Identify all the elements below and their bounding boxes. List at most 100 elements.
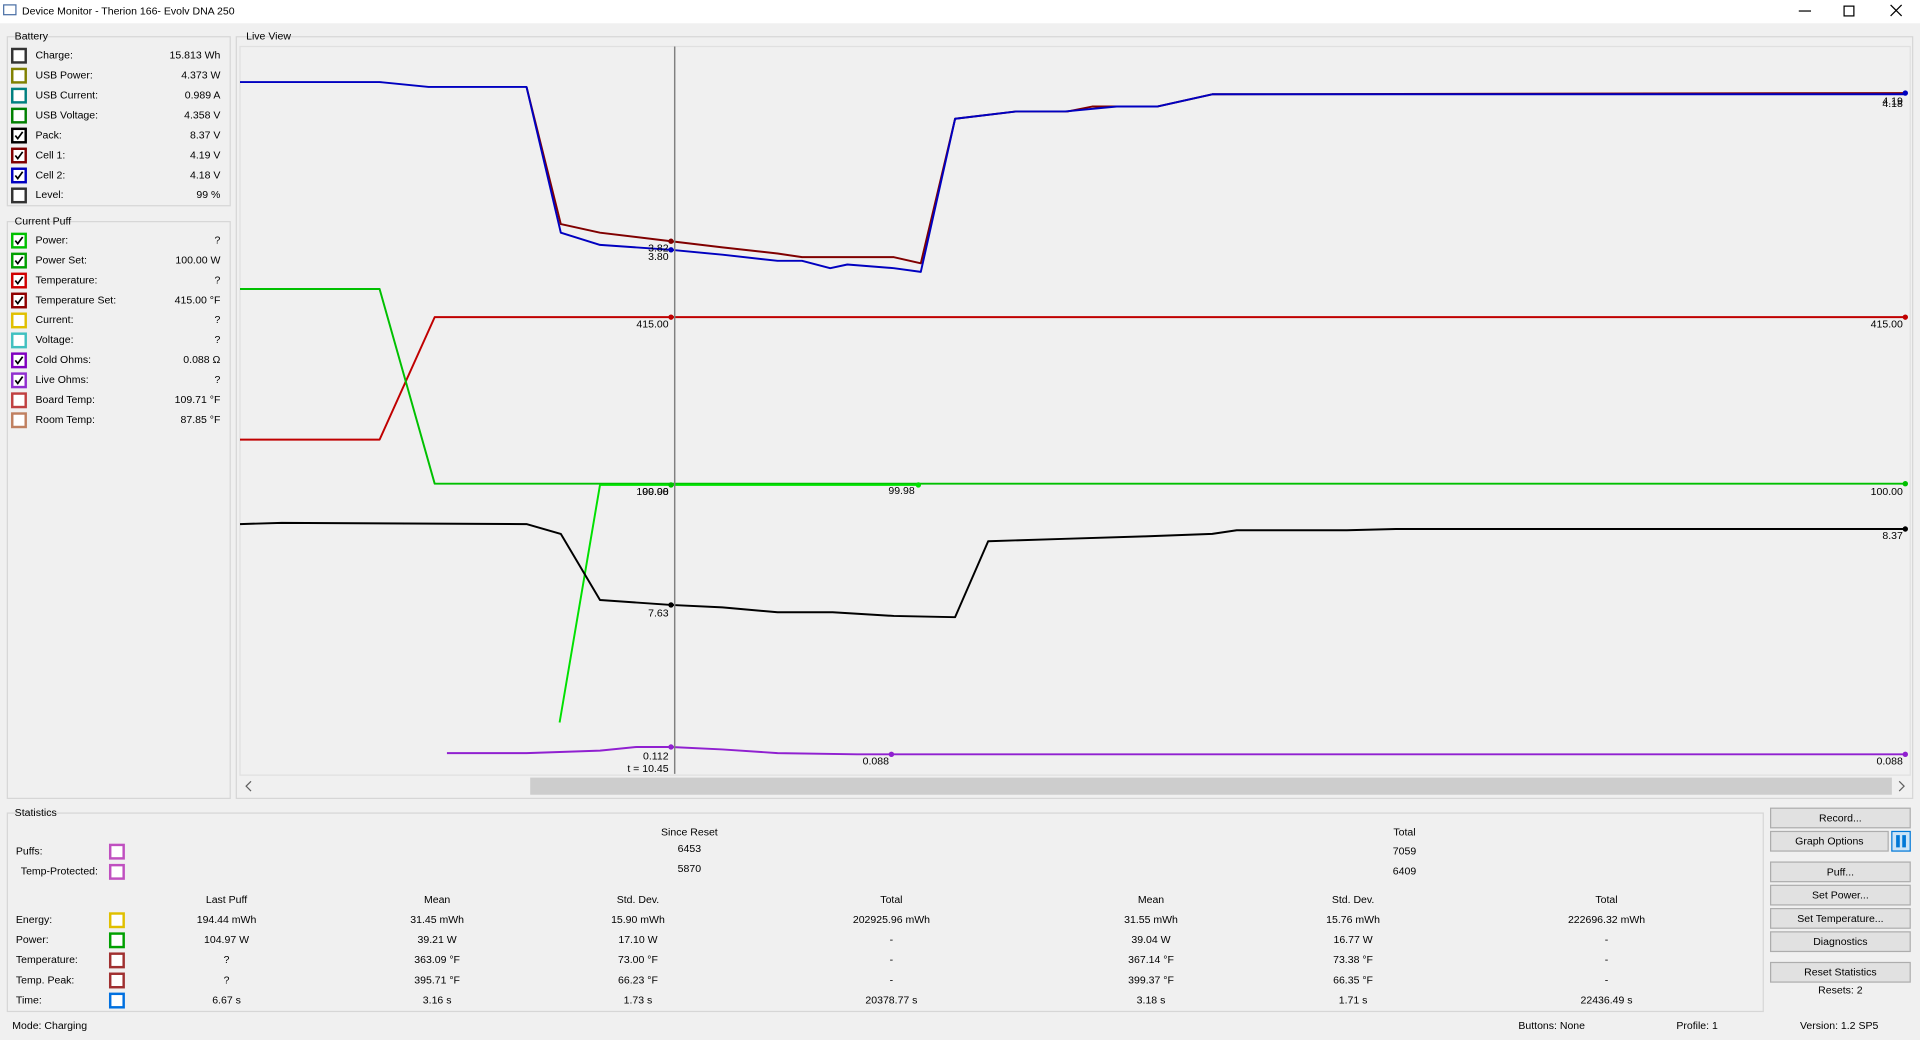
button-label[interactable]: Graph Options [1795,836,1863,848]
button-label[interactable]: Reset Statistics [1804,967,1876,979]
checkbox[interactable] [11,187,27,204]
button[interactable] [1770,861,1911,883]
checkbox[interactable] [11,107,27,124]
item-value: 8.37 V [190,129,220,141]
dot [1902,90,1909,96]
cell: - [1605,934,1609,946]
color-box[interactable] [108,952,125,969]
curve-label: 100.00 [1871,486,1903,498]
item-value: 87.85 °F [181,414,221,426]
checkbox[interactable] [11,312,27,329]
button-label[interactable]: Record... [1819,812,1862,824]
status-mode: Mode: Charging [12,1020,87,1032]
checkbox[interactable] [11,392,27,409]
curve-label: 0.088 [1877,755,1903,767]
pause-button[interactable] [1891,830,1911,852]
color-box[interactable] [108,972,125,989]
button-label[interactable]: Diagnostics [1813,936,1867,948]
button-label[interactable]: Set Temperature... [1797,913,1883,925]
curve-label: 99.98 [642,486,668,498]
cell: 6.67 s [212,994,241,1006]
cell: 66.23 °F [618,974,658,986]
curve-label: 4.19 [1882,95,1903,107]
pause-icon [1902,835,1906,848]
color-box[interactable] [108,843,125,860]
checkbox[interactable] [11,87,27,104]
curve-label: 4.18 [1882,98,1903,110]
window-title: Device Monitor - Therion 166- Evolv DNA … [22,5,235,17]
status-buttons: Buttons: None [1518,1020,1585,1032]
checkmark [14,276,24,286]
dot [888,751,895,758]
checkbox[interactable] [11,47,27,64]
button-label[interactable]: Set Power... [1812,890,1869,902]
item-value: ? [215,374,221,386]
close-button[interactable] [1890,4,1903,17]
checkbox[interactable] [11,412,27,429]
button[interactable] [1770,830,1889,852]
dot [668,247,674,253]
cell: 39.04 W [1131,934,1170,946]
counter-total: 6409 [1393,866,1417,878]
live-view-group [235,36,1914,800]
battery-group [6,36,231,207]
item-label: Level: [36,189,64,201]
row-label: Power: [16,934,49,946]
app-icon [3,4,17,16]
curve-label: 8.37 [1882,530,1903,542]
status-profile: Profile: 1 [1676,1020,1718,1032]
dot [915,482,922,488]
button[interactable] [1770,931,1911,953]
scroll-right[interactable] [1898,780,1905,792]
total-header: Total [1393,826,1415,838]
cell: 194.44 mWh [197,914,257,926]
dot [1902,526,1909,532]
dot [668,314,674,320]
column-header: Mean [424,894,450,906]
scroll-left[interactable] [245,780,252,792]
button-label[interactable]: Puff... [1827,866,1854,878]
color-box[interactable] [108,992,125,1009]
checkbox[interactable] [11,67,27,84]
scrollbar-thumb[interactable] [530,777,1892,795]
title-bar [0,0,1920,24]
column-header: Std. Dev. [617,894,659,906]
dot [1902,751,1909,758]
button[interactable] [1770,907,1911,929]
statistics-group [6,812,1764,1013]
item-value: 4.18 V [190,169,220,181]
restore-button[interactable] [1843,5,1855,17]
checkbox[interactable] [11,332,27,349]
item-label: Room Temp: [36,414,95,426]
cell: 1.71 s [1339,994,1368,1006]
button[interactable] [1770,961,1911,983]
item-value: 100.00 W [175,254,220,266]
color-box[interactable] [108,863,125,880]
counter-total: 7059 [1393,845,1417,857]
button[interactable] [1770,884,1911,906]
cell: 22436.49 s [1581,994,1633,1006]
cell: 66.35 °F [1333,974,1373,986]
cell: ? [224,954,230,966]
item-label: Cold Ohms: [36,354,92,366]
curve-labels: 3.82 3.80 415.00 100.00 99.98 99.98 100.… [627,95,1903,774]
item-value: ? [215,334,221,346]
column-header: Std. Dev. [1332,894,1374,906]
column-header: Total [880,894,902,906]
cell2-curve [240,81,1906,273]
item-label: Board Temp: [36,394,95,406]
curve-label: 415.00 [636,318,668,330]
checkmark [14,131,24,141]
puff-title: Current Puff [15,215,72,227]
cell: - [1605,954,1609,966]
button[interactable] [1770,807,1911,829]
color-box[interactable] [108,932,125,949]
cell: 104.97 W [204,934,249,946]
color-box[interactable] [108,912,125,929]
item-label: Power Set: [36,254,87,266]
column-header: Mean [1138,894,1164,906]
item-label: Temperature: [36,274,98,286]
